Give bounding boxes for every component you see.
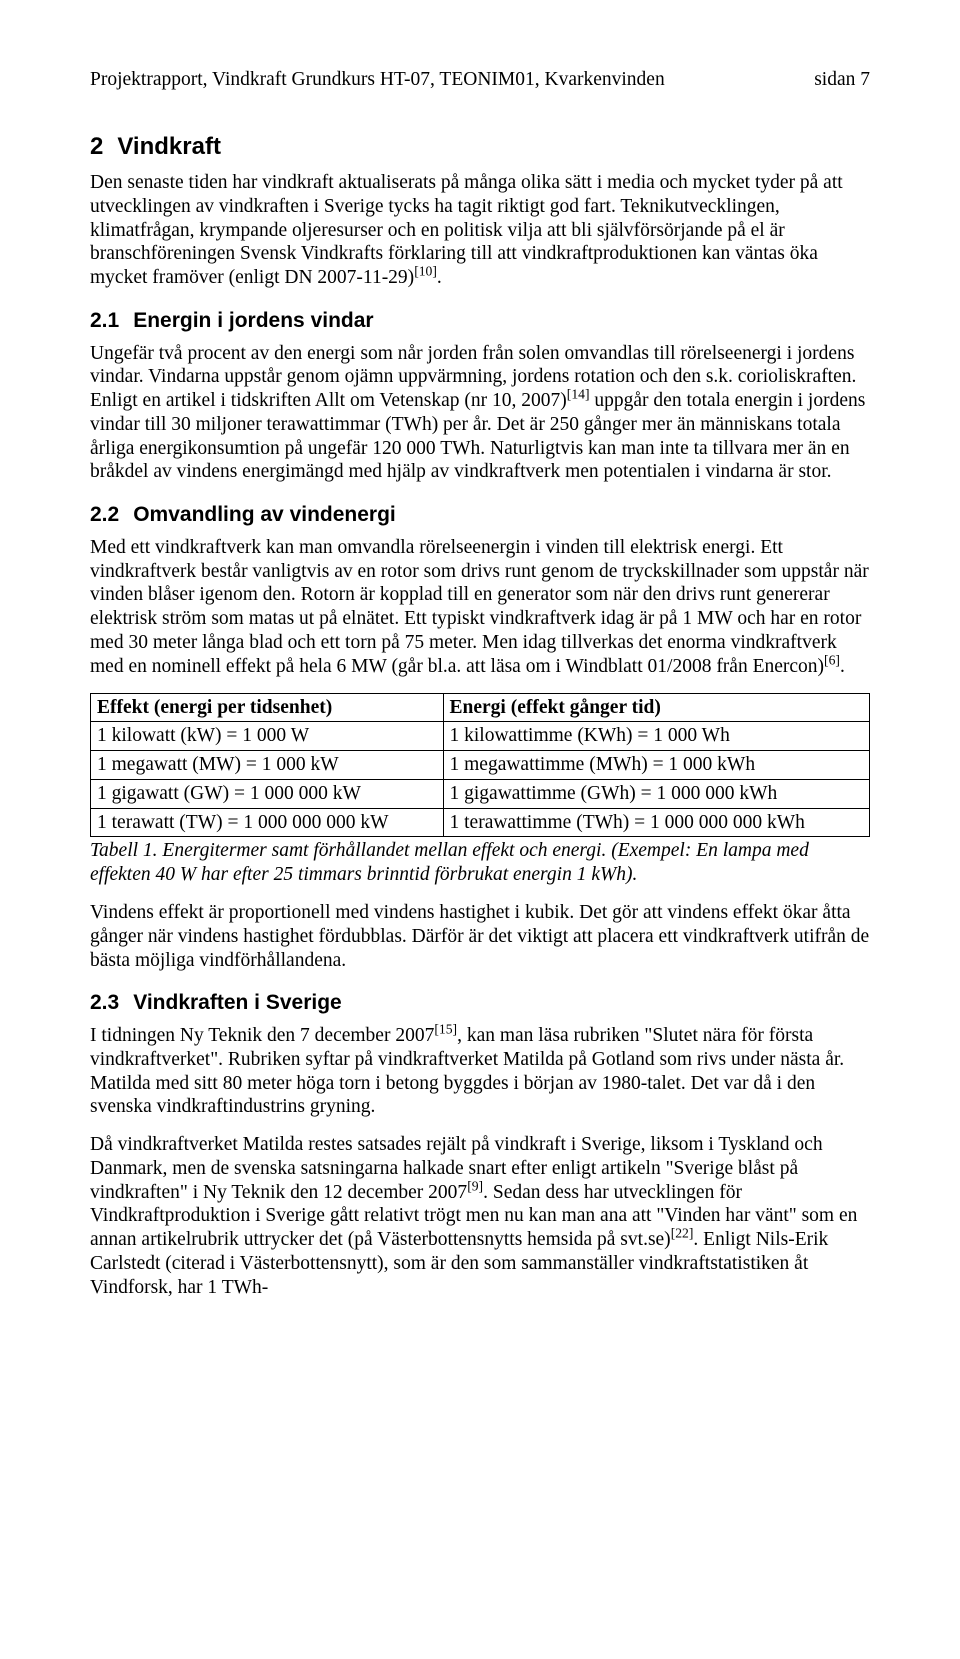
sec22-paragraph-1: Med ett vindkraftverk kan man omvandla r… [90, 536, 870, 679]
text-run: . [437, 267, 442, 288]
text-run: Den senaste tiden har vindkraft aktualis… [90, 172, 843, 288]
table-row: 1 kilowatt (kW) = 1 000 W 1 kilowattimme… [91, 722, 870, 751]
citation-6: [6] [824, 652, 840, 667]
table-1-caption: Tabell 1. Energitermer samt förhållandet… [90, 839, 870, 887]
heading-number: 2.3 [90, 990, 119, 1016]
energy-terms-table: Effekt (energi per tidsenhet) Energi (ef… [90, 693, 870, 838]
table-cell: 1 kilowattimme (KWh) = 1 000 Wh [443, 722, 870, 751]
sec2-paragraph-1: Den senaste tiden har vindkraft aktualis… [90, 171, 870, 290]
citation-10: [10] [414, 264, 437, 279]
page-header: Projektrapport, Vindkraft Grundkurs HT-0… [90, 68, 870, 92]
table-cell: 1 megawatt (MW) = 1 000 kW [91, 751, 444, 780]
heading-2-2-omvandling: 2.2 Omvandling av vindenergi [90, 502, 870, 528]
sec22-paragraph-2: Vindens effekt är proportionell med vind… [90, 901, 870, 972]
table-cell: 1 megawattimme (MWh) = 1 000 kWh [443, 751, 870, 780]
citation-14: [14] [567, 387, 590, 402]
sec21-paragraph-1: Ungefär två procent av den energi som nå… [90, 342, 870, 485]
sec23-paragraph-2: Då vindkraftverket Matilda restes satsad… [90, 1133, 870, 1299]
heading-2-1-energin: 2.1 Energin i jordens vindar [90, 308, 870, 334]
heading-2-vindkraft: 2 Vindkraft [90, 132, 870, 161]
document-page: Projektrapport, Vindkraft Grundkurs HT-0… [0, 0, 960, 1382]
table-cell: 1 terawattimme (TWh) = 1 000 000 000 kWh [443, 808, 870, 837]
citation-15: [15] [434, 1021, 457, 1036]
header-left: Projektrapport, Vindkraft Grundkurs HT-0… [90, 68, 665, 92]
heading-number: 2.1 [90, 308, 119, 334]
header-right: sidan 7 [814, 68, 870, 92]
citation-22: [22] [671, 1226, 694, 1241]
table-header-effekt: Effekt (energi per tidsenhet) [91, 693, 444, 722]
heading-title: Omvandling av vindenergi [133, 502, 396, 528]
table-cell: 1 terawatt (TW) = 1 000 000 000 kW [91, 808, 444, 837]
table-row: 1 gigawatt (GW) = 1 000 000 kW 1 gigawat… [91, 779, 870, 808]
text-run: I tidningen Ny Teknik den 7 december 200… [90, 1025, 434, 1046]
table-cell: 1 kilowatt (kW) = 1 000 W [91, 722, 444, 751]
citation-9: [9] [467, 1178, 483, 1193]
text-run: Med ett vindkraftverk kan man omvandla r… [90, 537, 869, 677]
table-row: 1 terawatt (TW) = 1 000 000 000 kW 1 ter… [91, 808, 870, 837]
heading-title: Vindkraft [117, 132, 221, 161]
table-cell: 1 gigawatt (GW) = 1 000 000 kW [91, 779, 444, 808]
table-cell: 1 gigawattimme (GWh) = 1 000 000 kWh [443, 779, 870, 808]
heading-title: Vindkraften i Sverige [133, 990, 342, 1016]
sec23-paragraph-1: I tidningen Ny Teknik den 7 december 200… [90, 1024, 870, 1119]
heading-title: Energin i jordens vindar [133, 308, 373, 334]
table-header-energi: Energi (effekt gånger tid) [443, 693, 870, 722]
table-header-row: Effekt (energi per tidsenhet) Energi (ef… [91, 693, 870, 722]
text-run: . [840, 656, 845, 677]
heading-number: 2.2 [90, 502, 119, 528]
table-row: 1 megawatt (MW) = 1 000 kW 1 megawattimm… [91, 751, 870, 780]
heading-number: 2 [90, 132, 103, 161]
heading-2-3-sverige: 2.3 Vindkraften i Sverige [90, 990, 870, 1016]
